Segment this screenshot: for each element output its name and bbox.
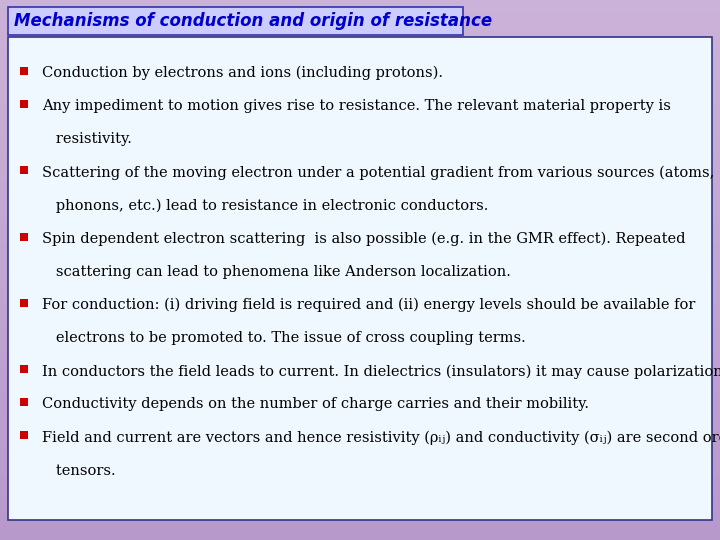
Bar bbox=[20, 100, 28, 108]
Bar bbox=[20, 431, 28, 440]
Text: Field and current are vectors and hence resistivity (ρᵢⱼ) and conductivity (σᵢⱼ): Field and current are vectors and hence … bbox=[42, 430, 720, 445]
Text: Any impediment to motion gives rise to resistance. The relevant material propert: Any impediment to motion gives rise to r… bbox=[42, 99, 671, 113]
Bar bbox=[20, 399, 28, 406]
Text: resistivity.: resistivity. bbox=[42, 132, 132, 146]
Text: Conduction by electrons and ions (including protons).: Conduction by electrons and ions (includ… bbox=[42, 66, 443, 80]
Text: For conduction: (i) driving field is required and (ii) energy levels should be a: For conduction: (i) driving field is req… bbox=[42, 298, 696, 312]
Text: Spin dependent electron scattering  is also possible (e.g. in the GMR effect). R: Spin dependent electron scattering is al… bbox=[42, 232, 685, 246]
Text: Mechanisms of conduction and origin of resistance: Mechanisms of conduction and origin of r… bbox=[14, 12, 492, 30]
Text: Conductivity depends on the number of charge carries and their mobility.: Conductivity depends on the number of ch… bbox=[42, 397, 589, 411]
Text: Scattering of the moving electron under a potential gradient from various source: Scattering of the moving electron under … bbox=[42, 165, 714, 180]
Bar bbox=[20, 67, 28, 75]
Bar bbox=[20, 365, 28, 373]
Text: In conductors the field leads to current. In dielectrics (insulators) it may cau: In conductors the field leads to current… bbox=[42, 364, 720, 379]
Bar bbox=[20, 166, 28, 174]
Bar bbox=[8, 37, 712, 520]
Text: scattering can lead to phenomena like Anderson localization.: scattering can lead to phenomena like An… bbox=[42, 265, 511, 279]
Bar bbox=[8, 7, 463, 35]
Text: phonons, etc.) lead to resistance in electronic conductors.: phonons, etc.) lead to resistance in ele… bbox=[42, 199, 488, 213]
Text: tensors.: tensors. bbox=[42, 464, 116, 477]
Bar bbox=[20, 299, 28, 307]
Text: electrons to be promoted to. The issue of cross coupling terms.: electrons to be promoted to. The issue o… bbox=[42, 331, 526, 345]
Bar bbox=[20, 233, 28, 241]
